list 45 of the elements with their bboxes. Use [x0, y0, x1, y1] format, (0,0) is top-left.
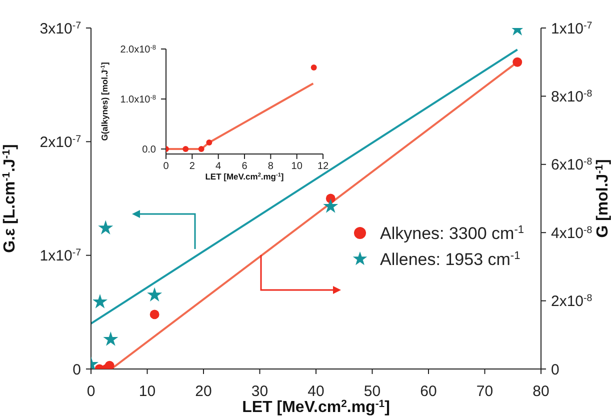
legend-label: Allenes: 1953 cm$^{-1}$ — [380, 250, 520, 269]
point — [150, 310, 160, 320]
x-tick-label: 2 — [189, 161, 196, 172]
x-tick-label: 40 — [308, 383, 324, 400]
y-tick-label: 0 — [72, 361, 81, 378]
point — [310, 64, 317, 70]
y-tick-label: 2.0x10$^{-8}$ — [120, 44, 156, 56]
point — [512, 57, 522, 67]
x-tick-label: 6 — [242, 161, 248, 172]
x-tick-label: 4 — [216, 161, 222, 172]
x-tick-label: 10 — [138, 383, 156, 400]
y-tick-label: 0.0 — [142, 144, 156, 156]
x-tick-label: 0 — [163, 161, 170, 172]
y-tick-label: 3x10$^{-7}$ — [40, 20, 81, 38]
x-tick-label: 20 — [195, 383, 212, 400]
y2-tick-label: 6x10$^{-8}$ — [551, 156, 592, 174]
point — [206, 140, 212, 146]
x-tick-label: 60 — [420, 383, 437, 400]
x-tick-label: 12 — [317, 161, 329, 172]
y-tick-label: 1.0x10$^{-8}$ — [120, 94, 156, 106]
x-tick-label: 70 — [476, 383, 494, 400]
y-tick-label: 1x10$^{-7}$ — [40, 247, 81, 265]
point — [198, 146, 204, 152]
point — [323, 198, 338, 213]
x-tick-label: 10 — [291, 161, 303, 172]
x-axis-title: LET [MeV.cm$^{2}$.mg$^{-1}$] — [242, 398, 390, 416]
point — [182, 146, 189, 152]
x-tick-label: 80 — [532, 383, 550, 400]
x-axis-title: LET [MeV.cm$^{2}$.mg$^{-1}$] — [205, 171, 284, 182]
x-tick-label: 0 — [86, 383, 96, 400]
x-tick-label: 30 — [251, 383, 268, 400]
y-tick-label: 2x10$^{-7}$ — [40, 133, 81, 151]
y2-tick-label: 1x10$^{-7}$ — [551, 20, 592, 38]
legend-label: Alkynes: 3300 cm$^{-1}$ — [380, 224, 524, 243]
y2-tick-label: 4x10$^{-8}$ — [551, 224, 592, 242]
point — [103, 332, 118, 346]
point — [98, 220, 114, 234]
x-tick-label: 50 — [364, 383, 381, 400]
point — [92, 294, 108, 308]
y2-tick-label: 0 — [551, 361, 560, 378]
point — [147, 287, 162, 302]
y2-tick-label: 8x10$^{-8}$ — [551, 88, 592, 106]
y2-tick-label: 2x10$^{-8}$ — [551, 292, 592, 310]
point — [104, 360, 114, 369]
x-tick-label: 8 — [268, 161, 274, 172]
